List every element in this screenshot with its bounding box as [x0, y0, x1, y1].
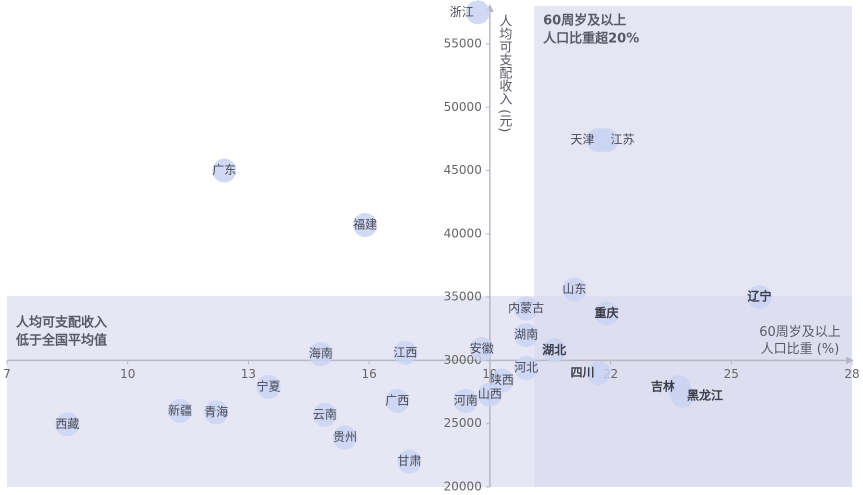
data-point: [212, 158, 237, 183]
data-point-label: 福建: [353, 216, 377, 231]
data-point: [562, 277, 587, 302]
data-point-label: 天津: [570, 133, 594, 147]
annotation-top-right: 60周岁及以上: [543, 13, 626, 29]
data-point: [594, 128, 619, 153]
data-point: [514, 296, 539, 321]
x-tick-label: 25: [724, 367, 739, 381]
y-axis-title: 人均可支配收入 (元): [496, 14, 512, 132]
data-point-label: 西藏: [55, 417, 79, 431]
y-tick-label: 50000: [444, 100, 482, 114]
x-tick-label: 7: [3, 367, 11, 381]
data-point-label: 新疆: [168, 403, 192, 418]
data-point-label: 云南: [313, 406, 337, 421]
data-point: [514, 323, 539, 348]
data-point-label: 辽宁: [747, 289, 771, 304]
data-point-label: 江苏: [611, 133, 635, 147]
highlight-regions: [7, 6, 852, 487]
data-point-label: 安徽: [470, 341, 494, 356]
data-point-label: 山西: [478, 387, 502, 401]
x-tick-label: 13: [241, 367, 256, 381]
data-point-label: 海南: [309, 346, 333, 361]
data-point: [393, 340, 418, 365]
data-point: [333, 425, 357, 450]
data-point: [385, 388, 410, 413]
data-point: [168, 399, 193, 424]
data-point-label: 重庆: [595, 305, 619, 320]
data-point-label: 河南: [454, 392, 478, 407]
axes: 7 10 13 16 19 22 25 282000025000300003500040000…: [3, 4, 860, 494]
y-tick-label: 55000: [444, 36, 482, 50]
data-point-label: 湖北: [542, 342, 566, 357]
data-point-label: 宁夏: [257, 379, 281, 394]
highlight-region: [7, 295, 852, 487]
data-point-label: 甘肃: [397, 454, 421, 468]
data-point: [453, 388, 478, 413]
data-point-label: 黑龙江: [687, 387, 723, 402]
data-point: [671, 383, 695, 408]
data-point: [594, 301, 619, 326]
data-point-label: 青海: [204, 404, 228, 419]
y-tick-label: 30000: [444, 353, 482, 367]
data-point: [477, 382, 502, 407]
x-axis-title: 人口比重 (%): [761, 341, 840, 357]
data-point: [312, 402, 337, 427]
data-point: [465, 0, 490, 25]
x-tick-label: 28: [844, 367, 859, 381]
data-point-label: 广西: [385, 393, 409, 407]
y-tick-label: 25000: [444, 416, 482, 430]
data-point-label: 陕西: [490, 372, 514, 387]
data-point-label: 浙江: [450, 5, 474, 19]
data-point-label: 四川: [570, 366, 594, 380]
data-point: [747, 285, 772, 310]
x-tick-label: 16: [362, 367, 377, 381]
x-axis-arrow: [846, 356, 854, 365]
data-point-label: 内蒙古: [508, 300, 544, 315]
y-tick-label: 40000: [444, 226, 482, 240]
data-point-label: 吉林: [651, 379, 675, 394]
y-tick-label: 20000: [444, 480, 482, 494]
data-point: [586, 361, 611, 386]
annotation-left: 低于全国平均值: [15, 333, 107, 349]
data-point: [469, 337, 494, 362]
data-point: [397, 449, 422, 474]
data-point-label: 湖南: [514, 327, 538, 342]
x-tick-label: 10: [120, 367, 135, 381]
x-axis-title: 60周岁及以上: [759, 325, 841, 340]
data-point: [514, 356, 539, 381]
data-point-label: 贵州: [333, 430, 357, 444]
data-point-label: 江西: [393, 345, 417, 359]
data-point-label: 山东: [562, 282, 586, 296]
annotation-top-right: 人口比重超20%: [543, 31, 639, 47]
annotation-left: 人均可支配收入: [16, 315, 107, 331]
data-point-label: 广东: [212, 163, 236, 177]
data-point: [256, 375, 281, 400]
data-point: [353, 212, 378, 237]
y-tick-label: 35000: [444, 290, 482, 304]
data-point: [55, 412, 80, 437]
data-point: [308, 342, 333, 367]
data-point: [542, 338, 567, 363]
data-point-label: 河北: [514, 361, 538, 375]
y-tick-label: 45000: [444, 163, 482, 177]
data-point: [204, 400, 229, 425]
